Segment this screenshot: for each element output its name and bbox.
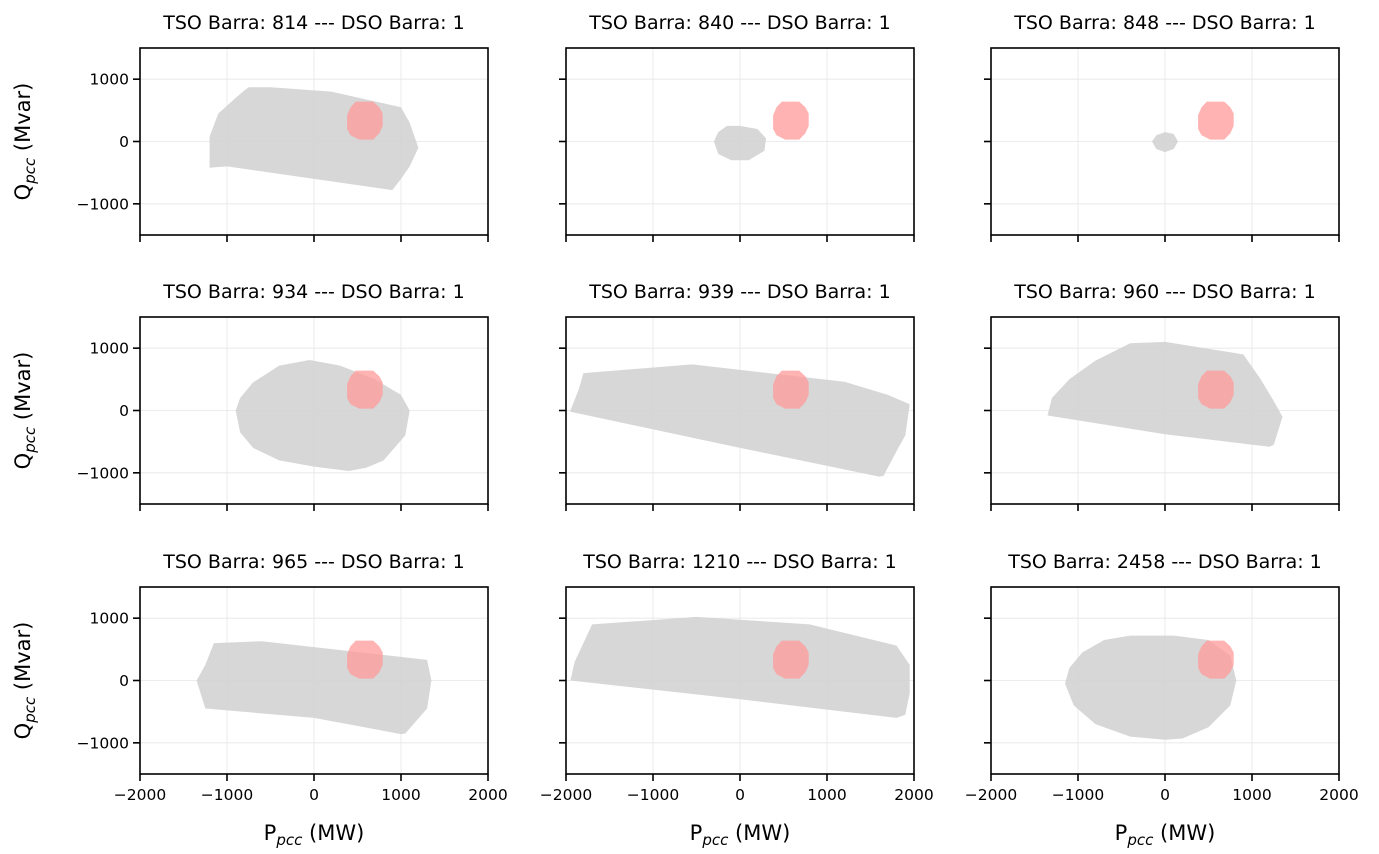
subplot: −1000 0 1000 TSO Barra: 814 --- DSO Barra: … [11, 12, 489, 242]
subplot-title: TSO Barra: 939 --- DSO Barra: 1 [588, 281, 890, 303]
x-tick-label: 0 [735, 786, 745, 804]
y-tick-label: 1000 [90, 71, 129, 89]
subplot-title: TSO Barra: 934 --- DSO Barra: 1 [162, 281, 464, 303]
x-tick-label: 2000 [894, 786, 933, 804]
tso-region [235, 360, 410, 471]
y-tick-label: 0 [119, 133, 129, 151]
y-tick-label: 1000 [90, 610, 129, 628]
subplot-title: TSO Barra: 960 --- DSO Barra: 1 [1013, 281, 1315, 303]
x-tick-label: −2000 [540, 786, 592, 804]
subplot: TSO Barra: 840 --- DSO Barra: 1 [559, 12, 915, 242]
subplot-title: TSO Barra: 848 --- DSO Barra: 1 [1013, 12, 1315, 34]
tso-region [1065, 635, 1237, 740]
subplot-title: TSO Barra: 1210 --- DSO Barra: 1 [582, 551, 897, 573]
subplot-title: TSO Barra: 965 --- DSO Barra: 1 [162, 551, 464, 573]
x-axis-label: Ppcc (MW) [264, 821, 365, 849]
x-tick-label: 1000 [1232, 786, 1271, 804]
subplot: −2000 −1000 0 1000 2000 TSO Barra: 2458 --- D… [965, 551, 1359, 849]
y-tick-label: −1000 [77, 195, 129, 213]
tso-region [570, 364, 910, 477]
subplot: −1000 0 1000 TSO Barra: 934 --- DSO Barra: … [11, 281, 489, 511]
subplot: TSO Barra: 939 --- DSO Barra: 1 [559, 281, 915, 511]
subplot-title: TSO Barra: 2458 --- DSO Barra: 1 [1007, 551, 1322, 573]
subplot-title: TSO Barra: 814 --- DSO Barra: 1 [162, 12, 464, 34]
y-tick-label: 0 [119, 402, 129, 420]
dso-region [1198, 370, 1234, 409]
dso-region [1198, 640, 1234, 679]
dso-region [347, 370, 383, 409]
x-axis-label: Ppcc (MW) [690, 821, 791, 849]
dso-region [773, 370, 809, 409]
subplot: −2000 −1000 0 1000 2000 −1000 0 1000 TSO Barra: … [11, 551, 508, 849]
x-tick-label: 2000 [468, 786, 507, 804]
y-axis-label: Qpcc (Mvar) [11, 622, 39, 740]
y-tick-label: 1000 [90, 340, 129, 358]
dso-region [347, 101, 383, 140]
x-tick-label: −2000 [114, 786, 166, 804]
tso-region [209, 87, 419, 191]
x-tick-label: −1000 [201, 786, 253, 804]
subplot-title: TSO Barra: 840 --- DSO Barra: 1 [588, 12, 890, 34]
x-tick-label: 0 [309, 786, 319, 804]
y-axis-label: Qpcc (Mvar) [11, 83, 39, 201]
x-tick-label: 0 [1160, 786, 1170, 804]
dso-region [773, 640, 809, 679]
y-tick-label: −1000 [77, 734, 129, 752]
y-axis-label: Qpcc (Mvar) [11, 352, 39, 470]
dso-region [347, 640, 383, 679]
x-tick-label: 1000 [807, 786, 846, 804]
tso-region [570, 616, 910, 718]
tso-region [713, 125, 767, 161]
x-tick-label: −1000 [627, 786, 679, 804]
x-tick-label: 1000 [381, 786, 420, 804]
subplot: TSO Barra: 960 --- DSO Barra: 1 [984, 281, 1340, 511]
tso-region [1152, 132, 1178, 153]
y-tick-label: −1000 [77, 464, 129, 482]
x-tick-label: 2000 [1319, 786, 1358, 804]
x-axis-label: Ppcc (MW) [1115, 821, 1216, 849]
tso-region [1047, 341, 1283, 447]
x-tick-label: −1000 [1052, 786, 1104, 804]
dso-region [773, 101, 809, 140]
subplot: −2000 −1000 0 1000 2000 TSO Barra: 1210 --- D… [540, 551, 934, 849]
subplot: TSO Barra: 848 --- DSO Barra: 1 [984, 12, 1340, 242]
x-tick-label: −2000 [965, 786, 1017, 804]
y-tick-label: 0 [119, 672, 129, 690]
dso-region [1198, 101, 1234, 140]
